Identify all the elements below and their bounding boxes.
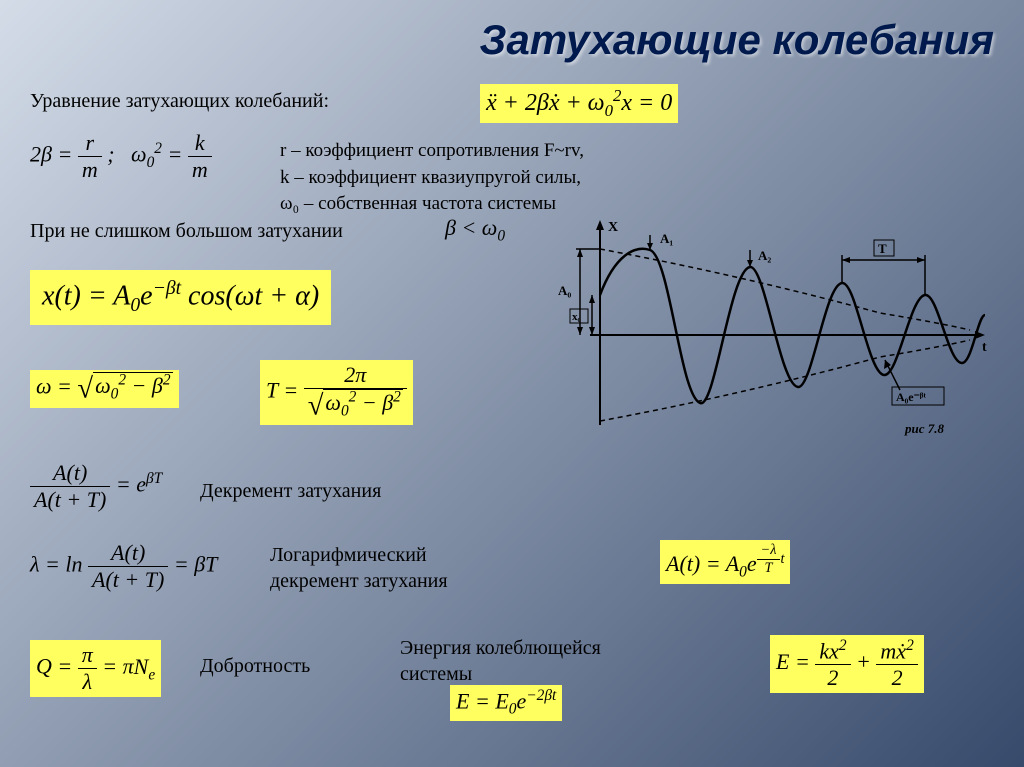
beta-omega-def: 2β = rm ; ω02 = km	[30, 130, 212, 183]
content-area: Уравнение затухающих колебаний: ẍ + 2βẋ …	[0, 80, 1024, 767]
quality-factor-equation: Q = πλ = πNe	[30, 640, 161, 697]
amplitude-time-equation: A(t) = A0e−λTt	[660, 540, 790, 584]
main-equation: ẍ + 2βẋ + ω02x = 0	[480, 84, 678, 123]
slide-title: Затухающие колебания	[480, 16, 994, 64]
def-r: r – коэффициент сопротивления F~rv,	[280, 138, 584, 165]
svg-text:A₂: A₂	[758, 248, 771, 263]
svg-text:A₁: A₁	[660, 231, 673, 246]
x-axis-label: t	[982, 340, 987, 355]
coefficient-definitions: r – коэффициент сопротивления F~rv, k – …	[280, 138, 584, 218]
condition-label: При не слишком большом затухании	[30, 220, 343, 243]
chart-caption: рис 7.8	[904, 421, 945, 436]
equation-label: Уравнение затухающих колебаний:	[30, 90, 329, 113]
decrement-equation: A(t)A(t + T) = eβT	[30, 460, 162, 513]
decrement-label: Декремент затухания	[200, 480, 381, 503]
damped-oscillation-chart: X t A₀ x₀ A₁ A₂ T	[540, 215, 1000, 455]
def-omega: ω₀ – собственная частота системы	[280, 191, 584, 218]
energy-label: Энергия колеблющейся системы	[400, 635, 601, 687]
svg-text:A₀e⁻ᵝᵗ: A₀e⁻ᵝᵗ	[896, 390, 926, 404]
def-k: k – коэффициент квазиупругой силы,	[280, 165, 584, 192]
energy-kinetic-equation: E = kx22 + mẋ22	[770, 635, 924, 693]
svg-text:A₀: A₀	[558, 283, 571, 298]
omega-equation: ω = √ω02 − β2	[30, 370, 179, 408]
log-decrement-label: Логарифмический декремент затухания	[270, 542, 448, 594]
svg-text:x₀: x₀	[572, 311, 582, 323]
y-axis-label: X	[608, 220, 618, 235]
solution-equation: x(t) = A0e−βt cos(ωt + α)	[30, 270, 331, 325]
energy-decay-equation: E = E0e−2βt	[450, 685, 562, 721]
quality-factor-label: Добротность	[200, 655, 310, 678]
period-equation: T = 2π√ω02 − β2	[260, 360, 413, 425]
log-decrement-equation: λ = ln A(t)A(t + T) = βT	[30, 540, 217, 593]
svg-text:T: T	[878, 241, 887, 256]
condition-equation: β < ω0	[445, 215, 505, 245]
